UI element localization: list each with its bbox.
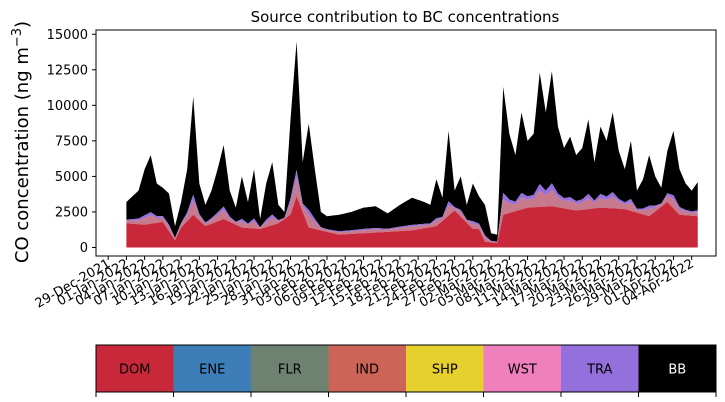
- y-tick-label: 5000: [55, 170, 88, 185]
- y-tick-label: 12500: [47, 63, 88, 78]
- x-axis: 29-Dec-202101-Jan-202204-Jan-202207-Jan-…: [33, 256, 697, 312]
- series-area-bb: [126, 41, 698, 242]
- series-area-dom: [126, 196, 698, 248]
- y-tick-label: 2500: [55, 205, 88, 220]
- legend-swatch-ind: [328, 345, 407, 392]
- y-axis-label-main: CO concentration (ng m: [12, 47, 33, 263]
- legend-swatch-tra: [561, 345, 639, 392]
- y-tick-label: 15000: [47, 28, 88, 43]
- legend-label-bb: BB: [668, 363, 686, 378]
- y-tick-label: 7500: [55, 134, 88, 149]
- series-area-minor-sources: [126, 177, 698, 244]
- legend-label-shp: SHP: [432, 363, 458, 378]
- plot-frame: [95, 29, 717, 257]
- y-axis: 0 2500 5000 7500 10000 12500 15000: [47, 28, 96, 256]
- legend-label-dom: DOM: [119, 363, 150, 378]
- legend-label-tra: TRA: [586, 363, 612, 378]
- legend-swatch-wst: [483, 345, 562, 392]
- legend-label-ind: IND: [355, 363, 379, 378]
- legend-swatch-shp: [406, 345, 484, 392]
- legend: DOM ENE FLR IND SHP WST TRA BB: [95, 344, 717, 397]
- plot-area: [95, 29, 717, 257]
- legend-swatch-ene: [173, 345, 252, 392]
- y-axis-label-close: ): [12, 21, 33, 28]
- legend-label-flr: FLR: [278, 363, 302, 378]
- legend-swatch-bb: [638, 345, 717, 392]
- y-axis-label-exponent: −3: [10, 28, 25, 47]
- chart-title: Source contribution to BC concentrations: [251, 8, 560, 26]
- legend-swatch-flr: [251, 345, 329, 392]
- y-tick-label: 0: [80, 241, 88, 256]
- legend-label-wst: WST: [508, 363, 537, 378]
- legend-swatch-dom: [96, 345, 174, 392]
- legend-label-ene: ENE: [199, 363, 225, 378]
- svg-text:CO concentration (ng m−3): CO concentration (ng m−3): [10, 21, 33, 263]
- y-tick-label: 10000: [47, 99, 88, 114]
- y-axis-label: CO concentration (ng m−3): [10, 21, 33, 263]
